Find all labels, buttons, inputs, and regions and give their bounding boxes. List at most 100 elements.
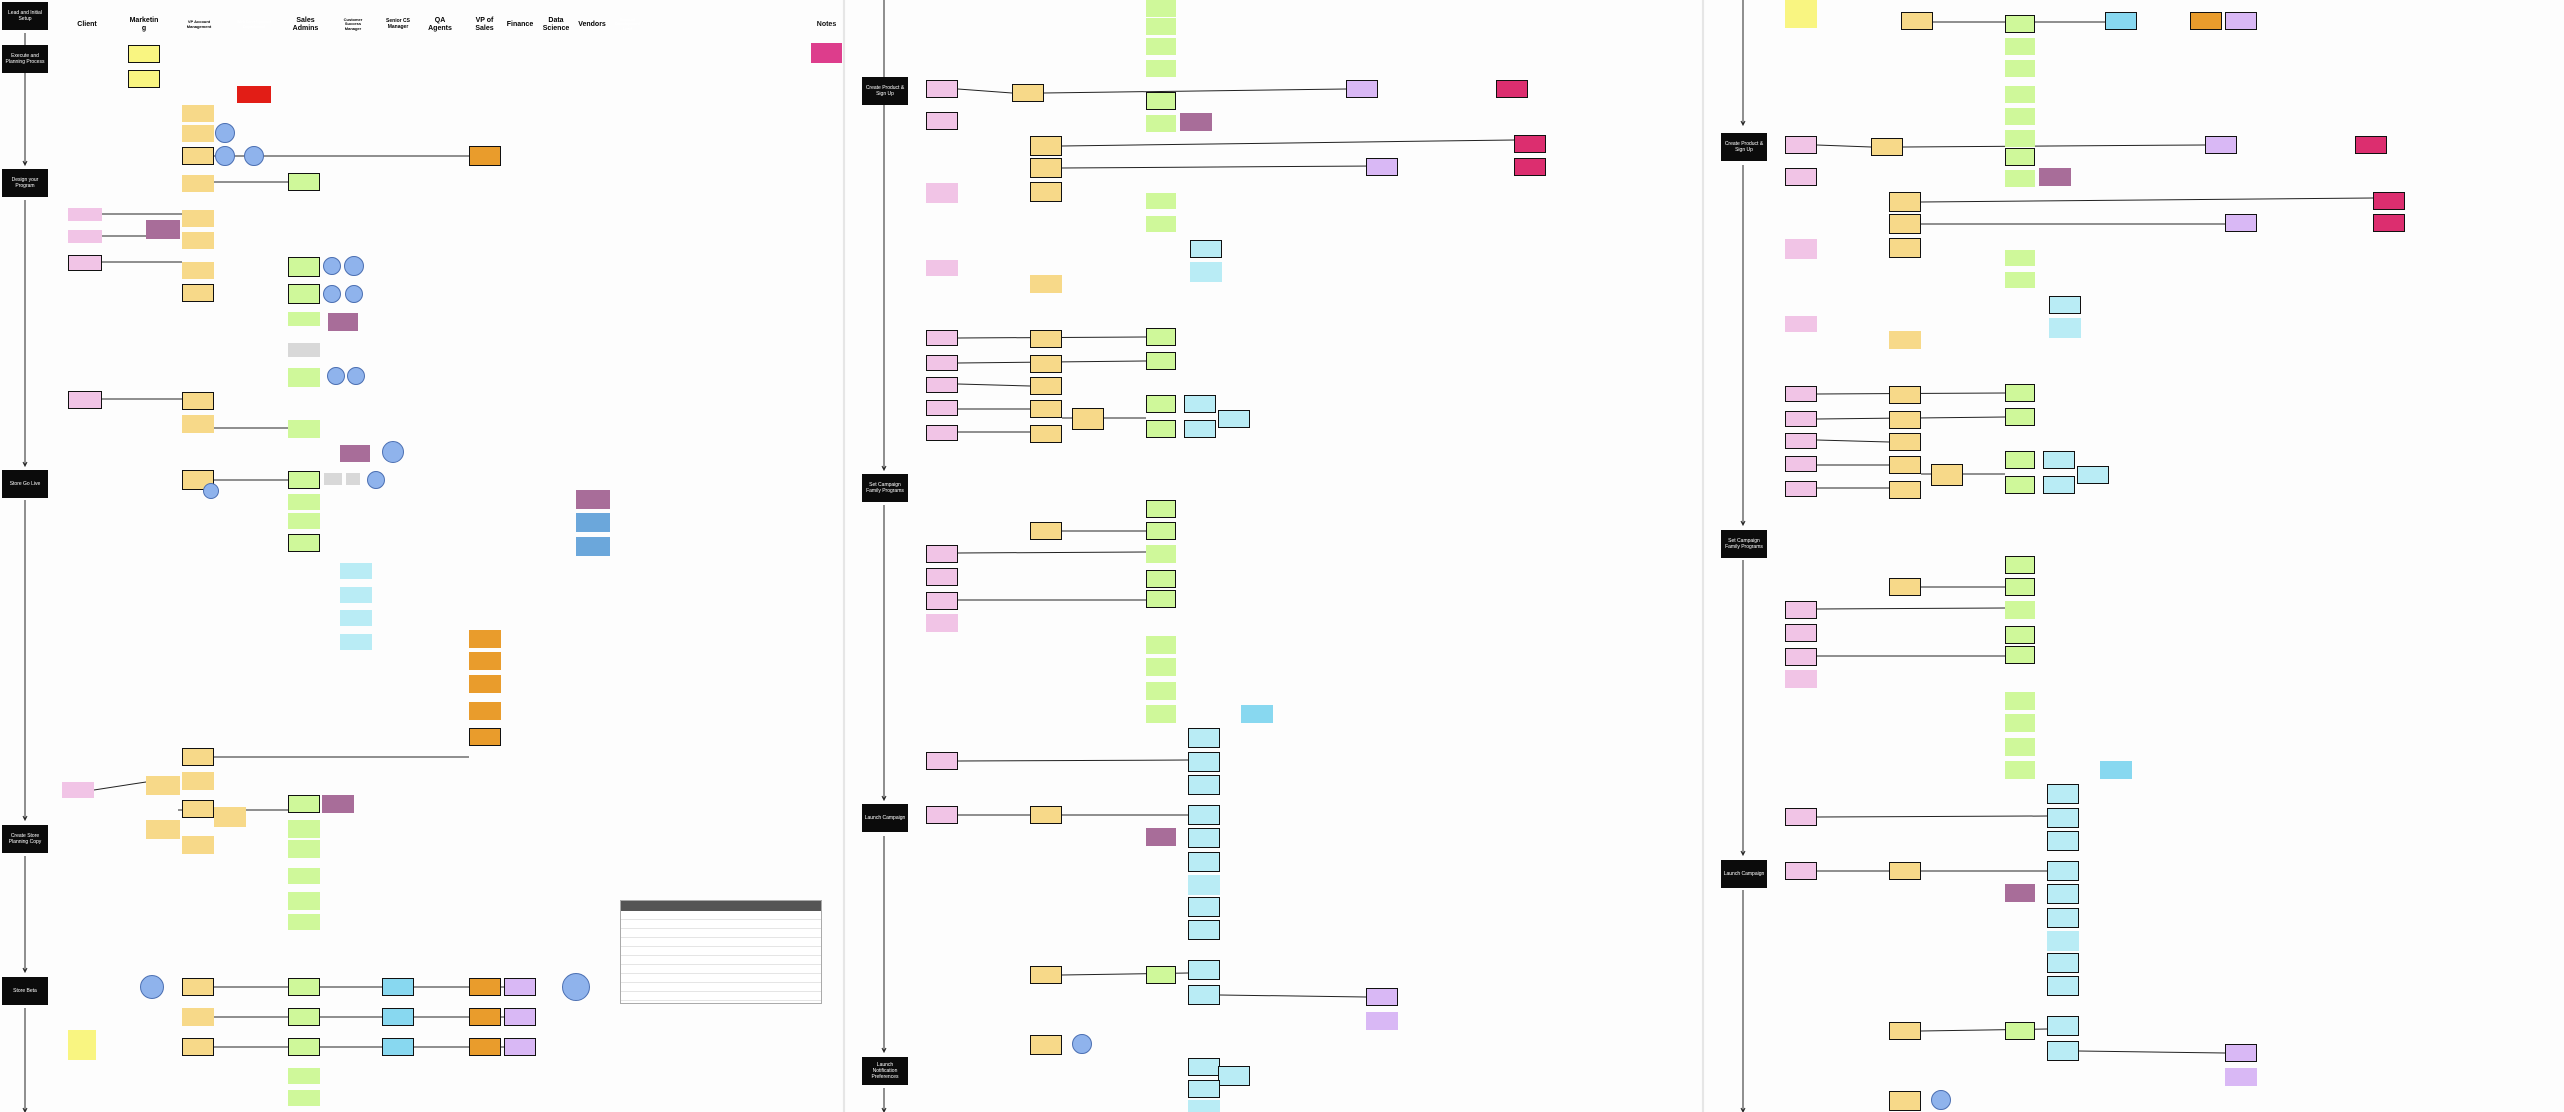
sticky-note[interactable]	[2043, 476, 2075, 494]
sticky-note[interactable]	[1146, 193, 1176, 209]
sticky-note[interactable]	[1785, 136, 1817, 154]
sticky-note[interactable]	[288, 312, 320, 326]
sticky-note[interactable]	[2005, 130, 2035, 147]
sticky-note[interactable]	[2205, 136, 2237, 154]
sticky-note[interactable]	[2225, 1044, 2257, 1062]
sticky-note[interactable]	[288, 257, 320, 277]
sticky-note[interactable]	[576, 490, 610, 509]
sticky-note[interactable]	[2005, 86, 2035, 103]
sticky-note[interactable]	[182, 147, 214, 165]
sticky-note[interactable]	[68, 208, 102, 221]
sticky-note[interactable]	[68, 255, 102, 271]
sticky-note[interactable]	[1188, 875, 1220, 895]
sticky-note[interactable]	[288, 1038, 320, 1056]
sticky-note[interactable]	[469, 630, 501, 648]
sticky-note[interactable]	[1218, 1066, 1250, 1086]
sticky-note[interactable]	[926, 425, 958, 441]
sticky-note[interactable]	[1146, 522, 1176, 540]
sticky-note[interactable]	[62, 782, 94, 798]
sticky-note[interactable]	[1188, 805, 1220, 825]
sticky-note[interactable]	[1889, 481, 1921, 499]
sticky-note[interactable]	[469, 1008, 501, 1026]
sticky-note[interactable]	[2005, 884, 2035, 902]
sticky-note[interactable]	[288, 795, 320, 813]
sticky-note[interactable]	[1366, 988, 1398, 1006]
process-circle[interactable]	[382, 441, 404, 463]
sticky-note[interactable]	[2225, 12, 2257, 30]
sticky-note[interactable]	[382, 1038, 414, 1056]
sticky-note[interactable]	[2005, 714, 2035, 732]
sticky-note[interactable]	[926, 183, 958, 203]
sticky-note[interactable]	[1146, 38, 1176, 55]
sticky-note[interactable]	[1180, 113, 1212, 131]
sticky-note[interactable]	[128, 45, 160, 63]
sticky-note[interactable]	[1188, 1058, 1220, 1076]
sticky-note[interactable]	[1889, 1091, 1921, 1111]
sticky-note[interactable]	[1190, 240, 1222, 258]
sticky-note[interactable]	[1785, 168, 1817, 186]
sticky-note[interactable]	[926, 400, 958, 416]
sticky-note[interactable]	[1889, 433, 1921, 451]
sticky-note[interactable]	[469, 652, 501, 670]
process-circle[interactable]	[367, 471, 385, 489]
sticky-note[interactable]	[182, 392, 214, 410]
sticky-note[interactable]	[1785, 411, 1817, 427]
sticky-note[interactable]	[2005, 556, 2035, 574]
sticky-note[interactable]	[1188, 728, 1220, 748]
sticky-note[interactable]	[1146, 352, 1176, 370]
sticky-note[interactable]	[1030, 966, 1062, 984]
sticky-note[interactable]	[1188, 1080, 1220, 1098]
sticky-note[interactable]	[1931, 464, 1963, 486]
sticky-note[interactable]	[1889, 578, 1921, 596]
sticky-note[interactable]	[2005, 626, 2035, 644]
phase-store-beta[interactable]: Store Beta	[2, 977, 48, 1005]
sticky-note[interactable]	[182, 748, 214, 766]
sticky-note[interactable]	[1146, 328, 1176, 346]
sticky-note[interactable]	[2005, 250, 2035, 266]
sticky-note[interactable]	[1785, 624, 1817, 642]
sticky-note[interactable]	[1889, 456, 1921, 474]
sticky-note[interactable]	[926, 260, 958, 276]
sticky-note[interactable]	[1146, 115, 1176, 132]
sticky-note[interactable]	[1030, 136, 1062, 156]
sticky-note[interactable]	[1785, 648, 1817, 666]
sticky-note[interactable]	[926, 806, 958, 824]
sticky-note[interactable]	[340, 445, 370, 462]
process-circle[interactable]	[215, 146, 235, 166]
process-circle[interactable]	[140, 975, 164, 999]
sticky-note[interactable]	[288, 420, 320, 438]
sticky-note[interactable]	[2373, 214, 2405, 232]
sticky-note[interactable]	[1366, 1012, 1398, 1030]
sticky-note[interactable]	[2005, 578, 2035, 596]
sticky-note[interactable]	[2047, 1041, 2079, 1061]
sticky-note[interactable]	[2005, 272, 2035, 288]
sticky-note[interactable]	[504, 1008, 536, 1026]
sticky-note[interactable]	[1146, 828, 1176, 846]
phase-create-store-planning[interactable]: Create Store Planning Copy	[2, 825, 48, 853]
sticky-note[interactable]	[2047, 861, 2079, 881]
sticky-note[interactable]	[1889, 192, 1921, 212]
sticky-note[interactable]	[68, 1030, 96, 1060]
sticky-note[interactable]	[1146, 966, 1176, 984]
sticky-note[interactable]	[926, 614, 958, 632]
sticky-note[interactable]	[288, 173, 320, 191]
process-circle[interactable]	[215, 123, 235, 143]
sticky-note[interactable]	[926, 80, 958, 98]
process-circle[interactable]	[327, 367, 345, 385]
phase-execute-planning[interactable]: Execute and Planning Process	[2, 45, 48, 73]
sticky-note[interactable]	[2005, 601, 2035, 619]
sticky-note[interactable]	[2047, 931, 2079, 951]
sticky-note[interactable]	[1346, 80, 1378, 98]
sticky-note[interactable]	[1188, 775, 1220, 795]
sticky-note[interactable]	[1030, 425, 1062, 443]
sticky-note[interactable]	[1514, 135, 1546, 153]
sticky-note[interactable]	[2005, 60, 2035, 77]
sticky-note[interactable]	[1188, 985, 1220, 1005]
process-circle[interactable]	[323, 285, 341, 303]
sticky-note[interactable]	[2005, 646, 2035, 664]
sticky-note[interactable]	[1901, 12, 1933, 30]
sticky-note[interactable]	[926, 752, 958, 770]
sticky-note[interactable]	[182, 772, 214, 790]
sticky-note[interactable]	[1188, 897, 1220, 917]
sticky-note[interactable]	[926, 592, 958, 610]
